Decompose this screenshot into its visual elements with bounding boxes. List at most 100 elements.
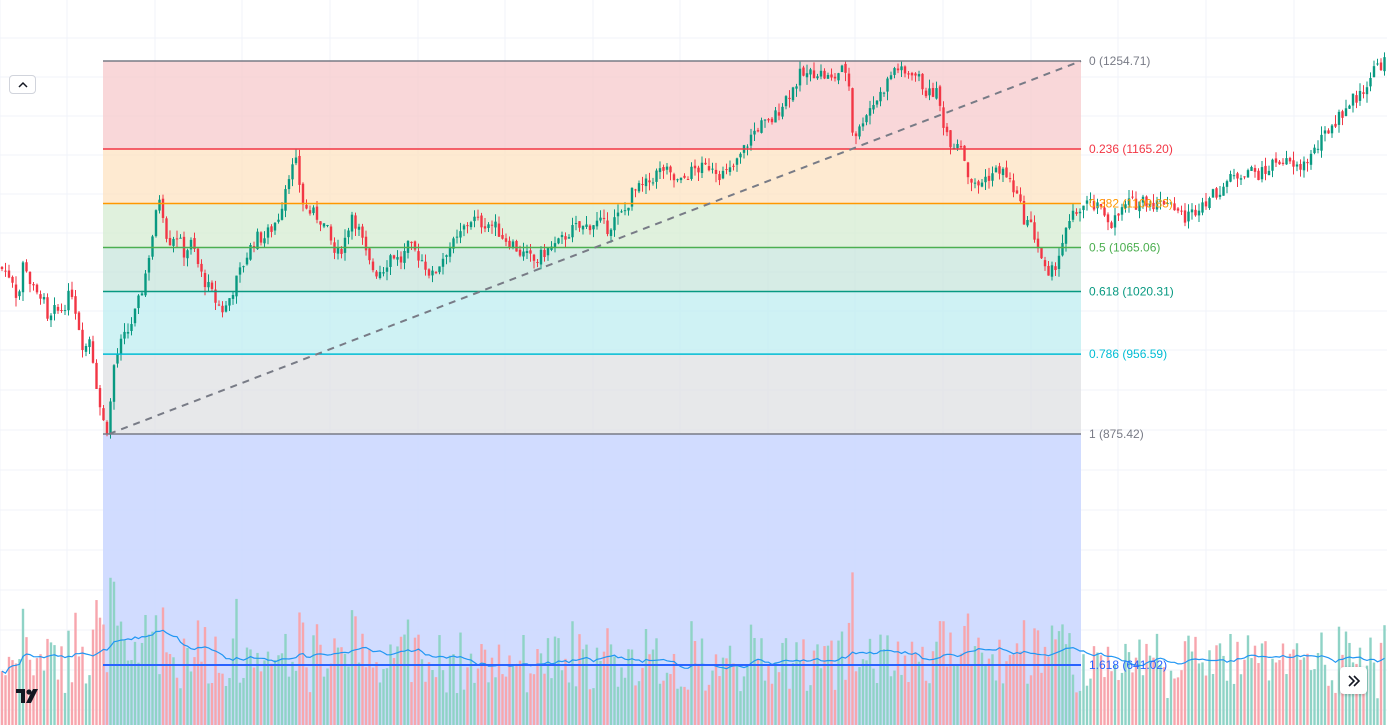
fib-label-0.382: 0.382 (1109.83)	[1089, 196, 1173, 210]
volume-bar	[1050, 625, 1054, 725]
candle-body	[525, 251, 529, 254]
volume-bar	[1085, 685, 1089, 725]
volume-bar	[896, 641, 900, 725]
volume-bar	[1365, 665, 1369, 725]
volume-bar	[1204, 675, 1208, 725]
candle-body	[1169, 202, 1173, 204]
candle-body	[1295, 164, 1299, 167]
volume-bar	[872, 668, 875, 725]
volume-bar	[889, 676, 893, 725]
candle-body	[273, 222, 277, 231]
volume-bar	[308, 692, 312, 725]
candle-body	[770, 118, 774, 123]
candle-body	[130, 324, 133, 331]
volume-bar	[497, 644, 501, 725]
candle-body	[462, 225, 466, 230]
volume-bar	[1138, 639, 1141, 725]
volume-bar	[214, 636, 217, 725]
candle-body	[67, 290, 70, 311]
volume-bar	[217, 672, 221, 725]
volume-bar	[630, 649, 634, 725]
volume-bar	[861, 659, 865, 725]
volume-bar	[291, 661, 294, 725]
volume-bar	[700, 638, 704, 725]
volume-bar	[539, 653, 543, 725]
fib-zone-0.236	[103, 149, 1081, 204]
candle-body	[851, 88, 854, 133]
volume-bar	[1260, 643, 1264, 725]
volume-bar	[557, 638, 560, 725]
volume-bar	[833, 689, 837, 725]
volume-bar	[1001, 683, 1005, 725]
volume-bar	[1057, 631, 1061, 725]
volume-bar	[830, 640, 833, 725]
candle-body	[644, 178, 648, 187]
volume-bar	[609, 644, 613, 725]
volume-bar	[949, 632, 952, 725]
volume-bar	[1169, 670, 1173, 725]
fib-levels[interactable]	[103, 60, 1082, 666]
volume-bar	[165, 652, 168, 725]
candle-body	[714, 169, 718, 174]
volume-bar	[1159, 665, 1162, 725]
candle-body	[767, 119, 770, 121]
candle-body	[266, 227, 270, 238]
volume-bar	[312, 635, 315, 725]
candle-body	[781, 106, 784, 117]
volume-bar	[39, 654, 42, 725]
volume-bar	[690, 621, 693, 725]
candle-body	[1211, 189, 1215, 198]
candle-body	[151, 236, 154, 257]
tradingview-logo-icon	[16, 689, 38, 703]
volume-bar	[140, 642, 144, 725]
volume-bar	[620, 667, 623, 725]
volume-bar	[224, 685, 228, 725]
fib-label-0.786: 0.786 (956.59)	[1089, 347, 1167, 361]
volume-bar	[837, 640, 840, 725]
candle-body	[476, 216, 480, 218]
candle-body	[298, 155, 301, 185]
candle-body	[385, 267, 389, 272]
volume-bar	[1141, 675, 1145, 725]
candle-body	[1110, 222, 1113, 229]
fib-label-1: 1 (875.42)	[1089, 427, 1144, 441]
volume-bar	[35, 658, 39, 725]
volume-bar	[473, 682, 476, 725]
collapse-button[interactable]	[9, 75, 36, 94]
candle-body	[193, 238, 196, 249]
volume-bar	[319, 644, 322, 725]
candle-body	[1190, 209, 1194, 213]
volume-bar	[774, 662, 777, 725]
volume-bar	[1124, 643, 1127, 725]
candle-body	[721, 170, 725, 179]
candle-body	[98, 388, 102, 408]
candle-body	[956, 144, 959, 149]
volume-bar	[1264, 641, 1267, 725]
volume-bar	[753, 637, 756, 725]
candle-body	[144, 273, 147, 296]
candle-body	[137, 295, 140, 309]
candle-body	[1127, 198, 1131, 205]
volume-bar	[795, 642, 798, 725]
candle-body	[921, 73, 924, 90]
candle-body	[1096, 202, 1099, 209]
volume-bar	[1292, 649, 1295, 725]
candle-body	[420, 260, 424, 262]
volume-bar	[1103, 677, 1106, 725]
candle-body	[546, 248, 550, 256]
candle-body	[1050, 265, 1054, 277]
candle-body	[1201, 202, 1204, 213]
candle-body	[168, 237, 172, 246]
candle-body	[648, 180, 651, 183]
candle-body	[788, 97, 791, 100]
candle-body	[816, 76, 819, 79]
scroll-to-realtime-button[interactable]	[1340, 667, 1367, 694]
tradingview-logo[interactable]	[11, 680, 47, 712]
volume-bar	[172, 657, 175, 725]
volume-bar	[973, 646, 977, 725]
candle-body	[7, 270, 11, 278]
candle-body	[987, 175, 991, 181]
volume-bar	[4, 675, 7, 725]
candle-body	[291, 164, 294, 180]
